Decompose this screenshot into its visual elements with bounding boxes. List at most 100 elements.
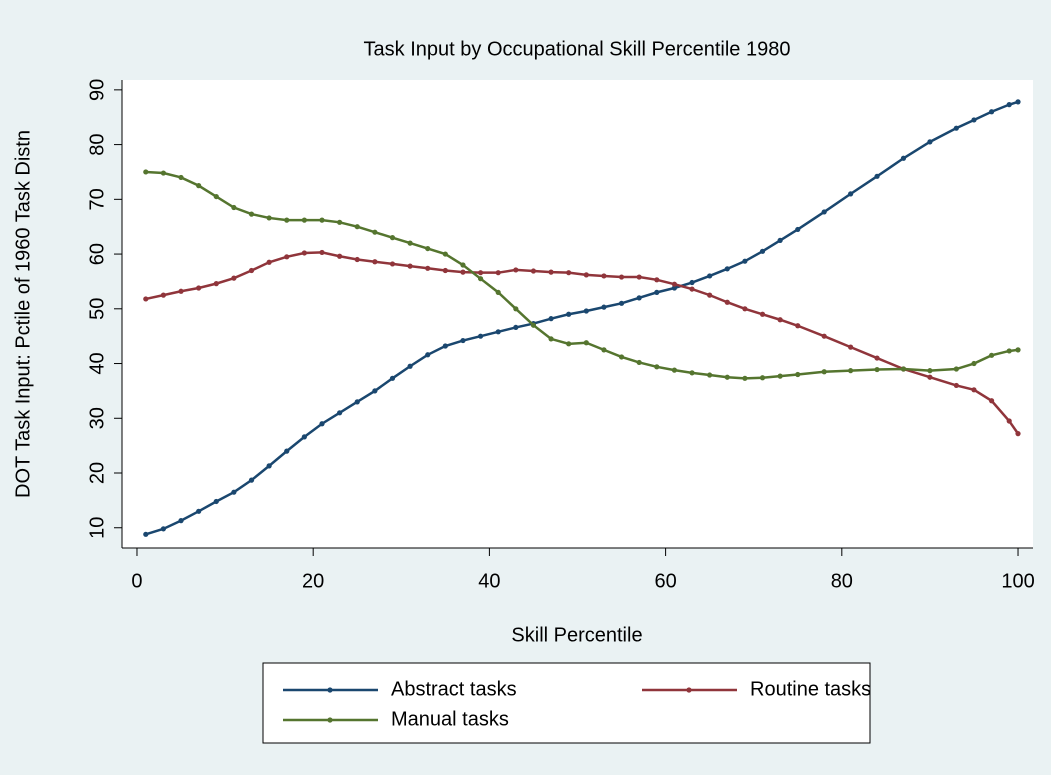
point bbox=[548, 316, 554, 322]
point bbox=[689, 286, 695, 292]
point bbox=[583, 308, 589, 314]
point bbox=[821, 333, 827, 339]
point bbox=[848, 368, 854, 374]
y-tick-label: 40 bbox=[86, 352, 108, 374]
point bbox=[495, 289, 501, 295]
point bbox=[389, 375, 396, 381]
legend-label: Abstract tasks bbox=[391, 678, 517, 700]
point bbox=[266, 259, 272, 265]
series-line bbox=[145, 100, 1019, 536]
point bbox=[724, 266, 730, 272]
y-tick-label: 90 bbox=[86, 79, 108, 101]
point bbox=[425, 245, 431, 252]
point bbox=[513, 324, 519, 331]
point bbox=[530, 268, 537, 274]
point bbox=[178, 288, 184, 294]
point bbox=[530, 322, 537, 328]
point bbox=[442, 251, 448, 257]
point bbox=[671, 285, 678, 291]
point bbox=[495, 270, 501, 276]
point bbox=[354, 256, 360, 263]
legend-marker bbox=[327, 717, 333, 723]
point bbox=[319, 249, 325, 256]
point bbox=[988, 352, 995, 358]
point bbox=[319, 217, 325, 223]
point bbox=[988, 398, 995, 404]
point bbox=[707, 292, 713, 298]
point bbox=[971, 360, 977, 367]
point bbox=[425, 265, 431, 271]
legend-marker bbox=[686, 687, 692, 693]
point bbox=[1015, 431, 1021, 437]
legend-marker bbox=[327, 687, 333, 693]
point bbox=[143, 531, 149, 537]
point bbox=[654, 289, 660, 295]
point bbox=[160, 170, 167, 176]
point bbox=[689, 370, 695, 376]
point bbox=[248, 477, 255, 483]
point bbox=[477, 276, 484, 282]
point bbox=[548, 269, 554, 275]
point bbox=[601, 273, 607, 279]
point bbox=[874, 366, 880, 373]
point bbox=[927, 139, 933, 145]
point bbox=[231, 489, 237, 495]
y-tick-label: 30 bbox=[86, 407, 108, 429]
point bbox=[372, 388, 378, 394]
point bbox=[319, 421, 325, 427]
legend-label: Manual tasks bbox=[391, 708, 509, 730]
point bbox=[231, 275, 237, 281]
point bbox=[821, 369, 827, 375]
point bbox=[777, 373, 783, 379]
point bbox=[178, 518, 184, 524]
point bbox=[1006, 418, 1012, 424]
point bbox=[927, 368, 933, 374]
point bbox=[407, 363, 413, 369]
x-tick-label: 100 bbox=[1001, 570, 1034, 592]
point bbox=[213, 193, 219, 200]
point bbox=[196, 285, 202, 291]
point bbox=[460, 262, 466, 268]
point bbox=[196, 183, 202, 189]
point bbox=[1015, 347, 1021, 353]
point bbox=[143, 296, 149, 302]
point bbox=[1006, 348, 1012, 354]
point bbox=[354, 224, 360, 230]
y-tick-label: 60 bbox=[86, 243, 108, 265]
point bbox=[742, 306, 748, 312]
point bbox=[284, 448, 290, 454]
point bbox=[372, 229, 378, 235]
point bbox=[777, 237, 783, 243]
point bbox=[284, 217, 290, 223]
x-tick-label: 20 bbox=[302, 570, 324, 592]
point bbox=[301, 434, 307, 440]
legend-items: Abstract tasks Routine tasks Manual tasks bbox=[283, 678, 871, 730]
point bbox=[900, 366, 907, 372]
point bbox=[971, 117, 977, 123]
point bbox=[425, 352, 431, 358]
point bbox=[742, 375, 748, 381]
point bbox=[407, 263, 413, 269]
point bbox=[513, 306, 519, 312]
point bbox=[566, 311, 572, 317]
y-tick-label: 50 bbox=[86, 298, 108, 320]
point bbox=[583, 272, 589, 278]
y-tick-label: 20 bbox=[86, 462, 108, 484]
point bbox=[874, 173, 880, 179]
point bbox=[248, 211, 255, 217]
plot-area bbox=[122, 80, 1033, 548]
point bbox=[337, 410, 343, 416]
y-tick-label: 70 bbox=[86, 188, 108, 210]
point bbox=[689, 279, 695, 286]
point bbox=[248, 267, 255, 274]
x-tick-label: 80 bbox=[831, 570, 853, 592]
point bbox=[477, 333, 484, 339]
point bbox=[354, 399, 360, 405]
point bbox=[301, 250, 307, 256]
point bbox=[1006, 102, 1012, 108]
point bbox=[707, 273, 713, 279]
point bbox=[583, 340, 589, 346]
point bbox=[442, 343, 448, 349]
point bbox=[654, 277, 660, 283]
